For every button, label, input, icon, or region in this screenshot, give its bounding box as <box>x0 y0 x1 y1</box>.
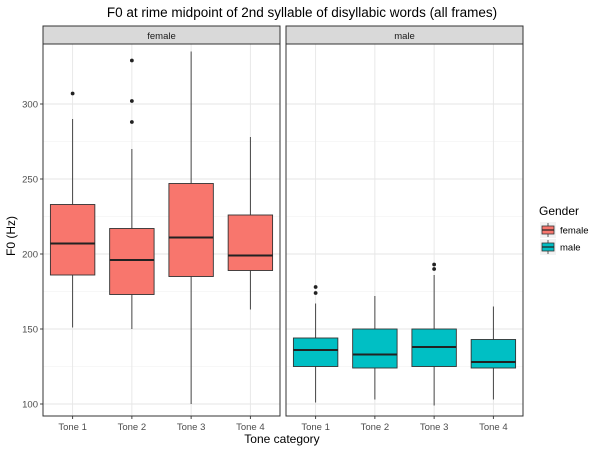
outlier-point <box>70 91 75 96</box>
x-tick-label: Tone 1 <box>58 422 87 433</box>
panel-border <box>285 43 524 417</box>
box-male-3 <box>411 262 457 406</box>
box-female-3 <box>168 51 214 404</box>
facet-strip-label: female <box>147 31 176 42</box>
box-female-2 <box>109 58 155 329</box>
chart-title: F0 at rime midpoint of 2nd syllable of d… <box>107 5 497 20</box>
box-iqr <box>109 228 155 295</box>
outlier-point <box>432 267 437 271</box>
box-male-1 <box>292 285 339 403</box>
y-axis-title: F0 (Hz) <box>4 216 18 256</box>
box-iqr <box>292 337 339 367</box>
x-tick-label: Tone 2 <box>361 422 390 433</box>
y-tick-label: 200 <box>22 250 38 261</box>
x-tick-label: Tone 1 <box>301 422 330 433</box>
y-axis: 100 150 200 250 300 <box>22 100 43 411</box>
y-tick-label: 250 <box>22 175 38 186</box>
x-axis-title: Tone category <box>244 432 319 446</box>
x-tick-label: Tone 4 <box>479 422 508 433</box>
box-iqr <box>352 328 398 369</box>
legend: Gender female male <box>539 204 589 255</box>
x-tick-label: Tone 3 <box>177 422 206 433</box>
x-tick-label: Tone 2 <box>118 422 147 433</box>
x-tick-label: Tone 4 <box>236 422 265 433</box>
legend-title: Gender <box>539 204 579 218</box>
box-iqr <box>168 183 214 277</box>
box-iqr <box>49 204 96 276</box>
facet-strip-label: male <box>394 31 415 42</box>
facet-panel-female: female Tone 1 Tone 2 Tone 3 Tone 4 <box>42 25 281 433</box>
box-male-2 <box>352 296 398 400</box>
outlier-point <box>313 291 318 295</box>
outlier-point <box>313 285 318 289</box>
box-female-1 <box>49 91 96 328</box>
facet-panels: female Tone 1 Tone 2 Tone 3 Tone 4 male Tone 1… <box>42 25 524 433</box>
outlier-point <box>129 120 134 124</box>
y-tick-label: 150 <box>22 325 38 336</box>
y-tick-label: 100 <box>22 400 38 411</box>
outlier-point <box>432 262 437 267</box>
outlier-point <box>129 58 134 63</box>
legend-label: female <box>560 226 589 237</box>
panel-border <box>42 43 281 417</box>
box-iqr <box>470 339 517 369</box>
box-iqr <box>227 214 274 271</box>
legend-label: male <box>560 243 581 254</box>
facet-panel-male: male Tone 1 Tone 2 Tone 3 Tone 4 <box>285 25 524 433</box>
outlier-point <box>129 99 134 103</box>
box-male-4 <box>470 306 517 400</box>
y-tick-label: 300 <box>22 100 38 111</box>
legend-entry-female: female <box>540 222 589 238</box>
x-tick-label: Tone 3 <box>420 422 449 433</box>
legend-entry-male: male <box>540 239 581 255</box>
box-female-4 <box>227 137 274 310</box>
